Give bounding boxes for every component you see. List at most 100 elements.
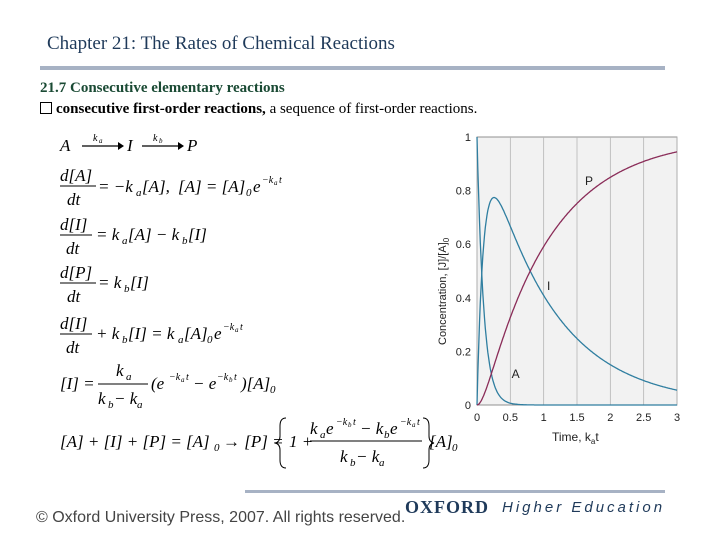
svg-text:d[I]: d[I] (60, 215, 87, 234)
x-tick-label: 0 (474, 412, 480, 424)
svg-text:k: k (153, 133, 158, 144)
equation-2: d[I] dt = k a [A] − k b [I] (60, 215, 207, 258)
svg-text:= k: = k (96, 225, 120, 244)
svg-text:e: e (390, 419, 398, 438)
svg-text:dt: dt (66, 239, 81, 258)
svg-text:a: a (178, 334, 184, 346)
svg-text:A: A (59, 136, 71, 155)
copyright-text: © Oxford University Press, 2007. All rig… (36, 509, 406, 526)
svg-text:t: t (234, 372, 237, 383)
svg-text:t: t (186, 372, 189, 383)
svg-text:−k: −k (262, 175, 274, 186)
y-tick-label: 0.6 (456, 239, 471, 251)
series-I-line (476, 196, 678, 406)
svg-text:a: a (136, 187, 142, 199)
svg-text:[A]: [A] (429, 432, 453, 451)
svg-text:−k: −k (217, 372, 229, 383)
svg-text:b: b (124, 283, 130, 295)
svg-text:0: 0 (452, 442, 458, 454)
svg-text:k: k (98, 389, 106, 408)
publisher-logo: OXFORD (405, 497, 489, 517)
svg-text:b: b (384, 429, 390, 441)
svg-text:e: e (253, 177, 261, 196)
svg-text:t: t (279, 175, 282, 186)
y-tick-label: 0.8 (456, 186, 471, 198)
svg-text:d[I]: d[I] (60, 314, 87, 333)
chart-grid (476, 136, 678, 406)
slide-title: Chapter 21: The Rates of Chemical Reacti… (47, 33, 395, 54)
svg-text:k: k (310, 419, 318, 438)
svg-text:+ k: + k (96, 324, 120, 343)
svg-text:−k: −k (400, 417, 412, 428)
svg-text:a: a (99, 137, 103, 145)
svg-text:[I] =: [I] = (60, 374, 95, 393)
svg-text:b: b (229, 376, 233, 384)
footer-divider (245, 490, 665, 493)
svg-text:− e: − e (193, 374, 217, 393)
svg-text:t: t (353, 417, 356, 428)
bullet-line: consecutive first-order reactions, a seq… (40, 101, 477, 118)
equation-3: d[P] dt = k b [I] (60, 263, 149, 306)
svg-text:− k: − k (360, 419, 384, 438)
svg-text:1 +: 1 + (289, 432, 313, 451)
svg-text:− k: − k (356, 447, 380, 466)
svg-text:−k: −k (169, 372, 181, 383)
y-tick-label: 0 (465, 400, 471, 412)
svg-text:a: a (181, 376, 185, 384)
svg-text:b: b (108, 399, 114, 411)
svg-text:k: k (93, 133, 98, 144)
concentration-chart: 0 0.5 1 1.5 2 2.5 3 0 0.2 0.4 0.6 0.8 1 Concentratio… (437, 132, 680, 446)
x-tick-label: 0.5 (503, 412, 518, 424)
svg-text:= −k: = −k (98, 177, 133, 196)
svg-text:a: a (379, 457, 385, 469)
svg-text:→ [P] =: → [P] = (223, 432, 284, 451)
bullet-text: a sequence of first-order reactions. (265, 101, 478, 117)
chart-ticks: 0 0.5 1 1.5 2 2.5 3 0 0.2 0.4 0.6 0.8 1 (456, 132, 680, 424)
svg-text:b: b (182, 235, 188, 247)
svg-text:dt: dt (67, 287, 82, 306)
svg-text:e: e (214, 324, 222, 343)
series-A-line (476, 136, 677, 406)
svg-text:dt: dt (67, 190, 82, 209)
svg-text:a: a (122, 235, 128, 247)
svg-text:b: b (350, 457, 356, 469)
svg-text:[A],: [A], (142, 177, 170, 196)
svg-text:d[P]: d[P] (60, 263, 92, 282)
y-axis-label: Concentration, [J]/[A]0 (437, 237, 451, 345)
svg-text:0: 0 (270, 384, 276, 396)
svg-text:[A] + [I] + [P] = [A]: [A] + [I] + [P] = [A] (60, 432, 210, 451)
series-label-I: I (547, 279, 550, 293)
svg-text:[I] = k: [I] = k (128, 324, 175, 343)
svg-text:a: a (412, 421, 416, 429)
svg-text:0: 0 (214, 442, 220, 454)
svg-text:k: k (340, 447, 348, 466)
svg-text:b: b (348, 421, 352, 429)
svg-text:P: P (186, 136, 197, 155)
svg-text:b: b (122, 334, 128, 346)
svg-text:[A] − k: [A] − k (128, 225, 180, 244)
svg-text:I: I (126, 136, 134, 155)
equation-1: d[A] dt = −k a [A], [A] = [A] 0 e −k a t (60, 166, 282, 209)
series-label-A: A (512, 367, 520, 381)
x-tick-label: 1.5 (569, 412, 584, 424)
bullet-bold-text: consecutive first-order reactions, (56, 101, 266, 117)
svg-text:(e: (e (151, 374, 165, 393)
svg-text:k: k (116, 361, 124, 380)
svg-text:0: 0 (207, 334, 213, 346)
svg-text:0: 0 (246, 187, 252, 199)
svg-text:b: b (159, 137, 163, 145)
svg-text:a: a (126, 371, 132, 383)
svg-text:= k: = k (98, 273, 122, 292)
svg-text:dt: dt (66, 338, 81, 357)
svg-text:a: a (274, 179, 278, 187)
equation-4: d[I] dt + k b [I] = k a [A] 0 e −k a t (60, 314, 243, 357)
chart-curves (476, 136, 678, 406)
svg-text:t: t (240, 322, 243, 333)
svg-text:d[A]: d[A] (60, 166, 92, 185)
y-tick-label: 1 (465, 132, 471, 144)
svg-text:a: a (320, 429, 326, 441)
svg-text:[A]: [A] (184, 324, 208, 343)
